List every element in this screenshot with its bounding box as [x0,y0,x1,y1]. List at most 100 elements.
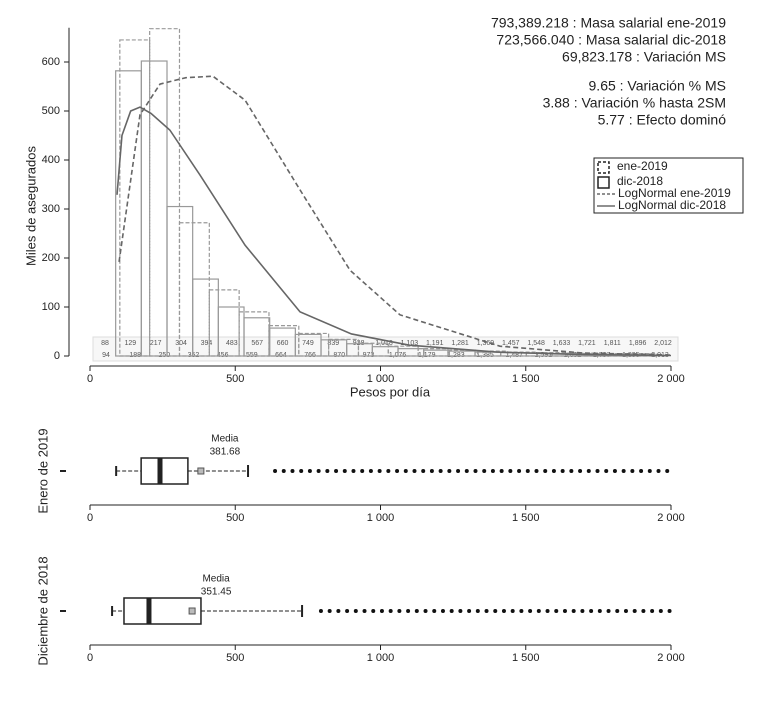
outlier [368,469,373,473]
x-tick-label: 1 000 [367,512,395,524]
bin-label: 2,012 [654,340,672,347]
outlier [499,469,504,473]
bin-label: 1,548 [527,340,545,347]
bin-label: 1,281 [451,340,469,347]
outlier [316,469,321,473]
curve [118,75,672,356]
outlier [406,609,411,613]
outlier [449,609,454,613]
x-axis-label: Pesos por día [350,384,431,399]
outlier [650,609,655,613]
outlier [290,469,295,473]
outlier [551,469,556,473]
outlier [562,609,567,613]
outlier [534,469,539,473]
stat-text: 5.77 : Efecto dominó [598,112,727,128]
outlier [371,609,376,613]
bin-label: 559 [246,352,258,359]
outlier [639,469,644,473]
x-tick-label: 2 000 [657,512,685,524]
bar [119,39,151,357]
outlier [342,469,347,473]
bin-label: 766 [304,352,316,359]
bin-label: 94 [102,352,110,359]
x-tick-label: 0 [87,373,93,385]
stat-text: 723,566.040 : Masa salarial dic-2018 [496,32,726,48]
bin-label: 129 [125,340,137,347]
bin-label: 88 [101,340,109,347]
bar [140,60,168,357]
outlier [423,609,428,613]
outlier [377,469,382,473]
x-tick-label: 1 500 [512,652,540,664]
outlier [484,609,489,613]
stat-text: 9.65 : Variación % MS [589,78,726,94]
outlier [336,609,341,613]
bin-label: 660 [277,340,289,347]
stat-text: 69,823.178 : Variación MS [562,49,726,65]
box [140,457,189,485]
outlier [351,469,356,473]
bin-label: 839 [327,340,339,347]
x-tick-label: 500 [226,652,244,664]
x-tick-label: 2 000 [657,373,685,385]
outlier [641,609,646,613]
bin-label: 1,369 [477,340,495,347]
x-tick-label: 1 500 [512,512,540,524]
outlier [386,469,391,473]
legend-swatch [597,161,610,174]
mean-label: Media [202,574,230,585]
outlier [656,469,661,473]
bin-label: 1,487 [505,352,523,359]
outlier [580,609,585,613]
y-axis-label: Miles de asegurados [23,146,38,266]
outlier [615,609,620,613]
outlier [528,609,533,613]
y-tick-label: 300 [42,203,60,215]
legend-swatch [597,176,610,189]
bin-label: 1,179 [418,352,436,359]
outlier [493,609,498,613]
y-axis-label: Enero de 2019 [35,428,50,513]
outlier [360,469,365,473]
outlier [432,609,437,613]
bar [238,311,270,357]
mean-marker [197,467,205,475]
mean-value: 351.45 [201,587,232,598]
y-tick-label: 0 [54,350,60,362]
y-tick-label: 500 [42,105,60,117]
outlier [621,469,626,473]
bin-label: 1,591 [535,352,553,359]
bin-label: 1,457 [502,340,520,347]
stat-text: 793,389.218 : Masa salarial ene-2019 [491,15,726,31]
bin-label: 483 [226,340,238,347]
x-tick-label: 2 000 [657,652,685,664]
outlier [397,609,402,613]
outlier [429,469,434,473]
mean-value: 381.68 [210,447,241,458]
y-tick-label: 100 [42,301,60,313]
legend [593,157,744,214]
bin-label: 749 [302,340,314,347]
outlier [490,469,495,473]
outlier [464,469,469,473]
outlier [307,469,312,473]
bin-label: 973 [363,352,375,359]
x-tick-label: 1 500 [512,373,540,385]
x-tick-label: 0 [87,512,93,524]
outlier [519,609,524,613]
y-axis-label: Diciembre de 2018 [35,556,50,665]
outlier [318,609,323,613]
y-tick-label: 600 [42,56,60,68]
outlier [623,609,628,613]
bin-label: 1,692 [564,352,582,359]
outlier [414,609,419,613]
outlier [517,469,522,473]
bin-label: 1,811 [604,340,621,347]
outlier [560,469,565,473]
outlier [327,609,332,613]
outlier [612,469,617,473]
outlier [606,609,611,613]
outlier [578,469,583,473]
outlier [658,609,663,613]
